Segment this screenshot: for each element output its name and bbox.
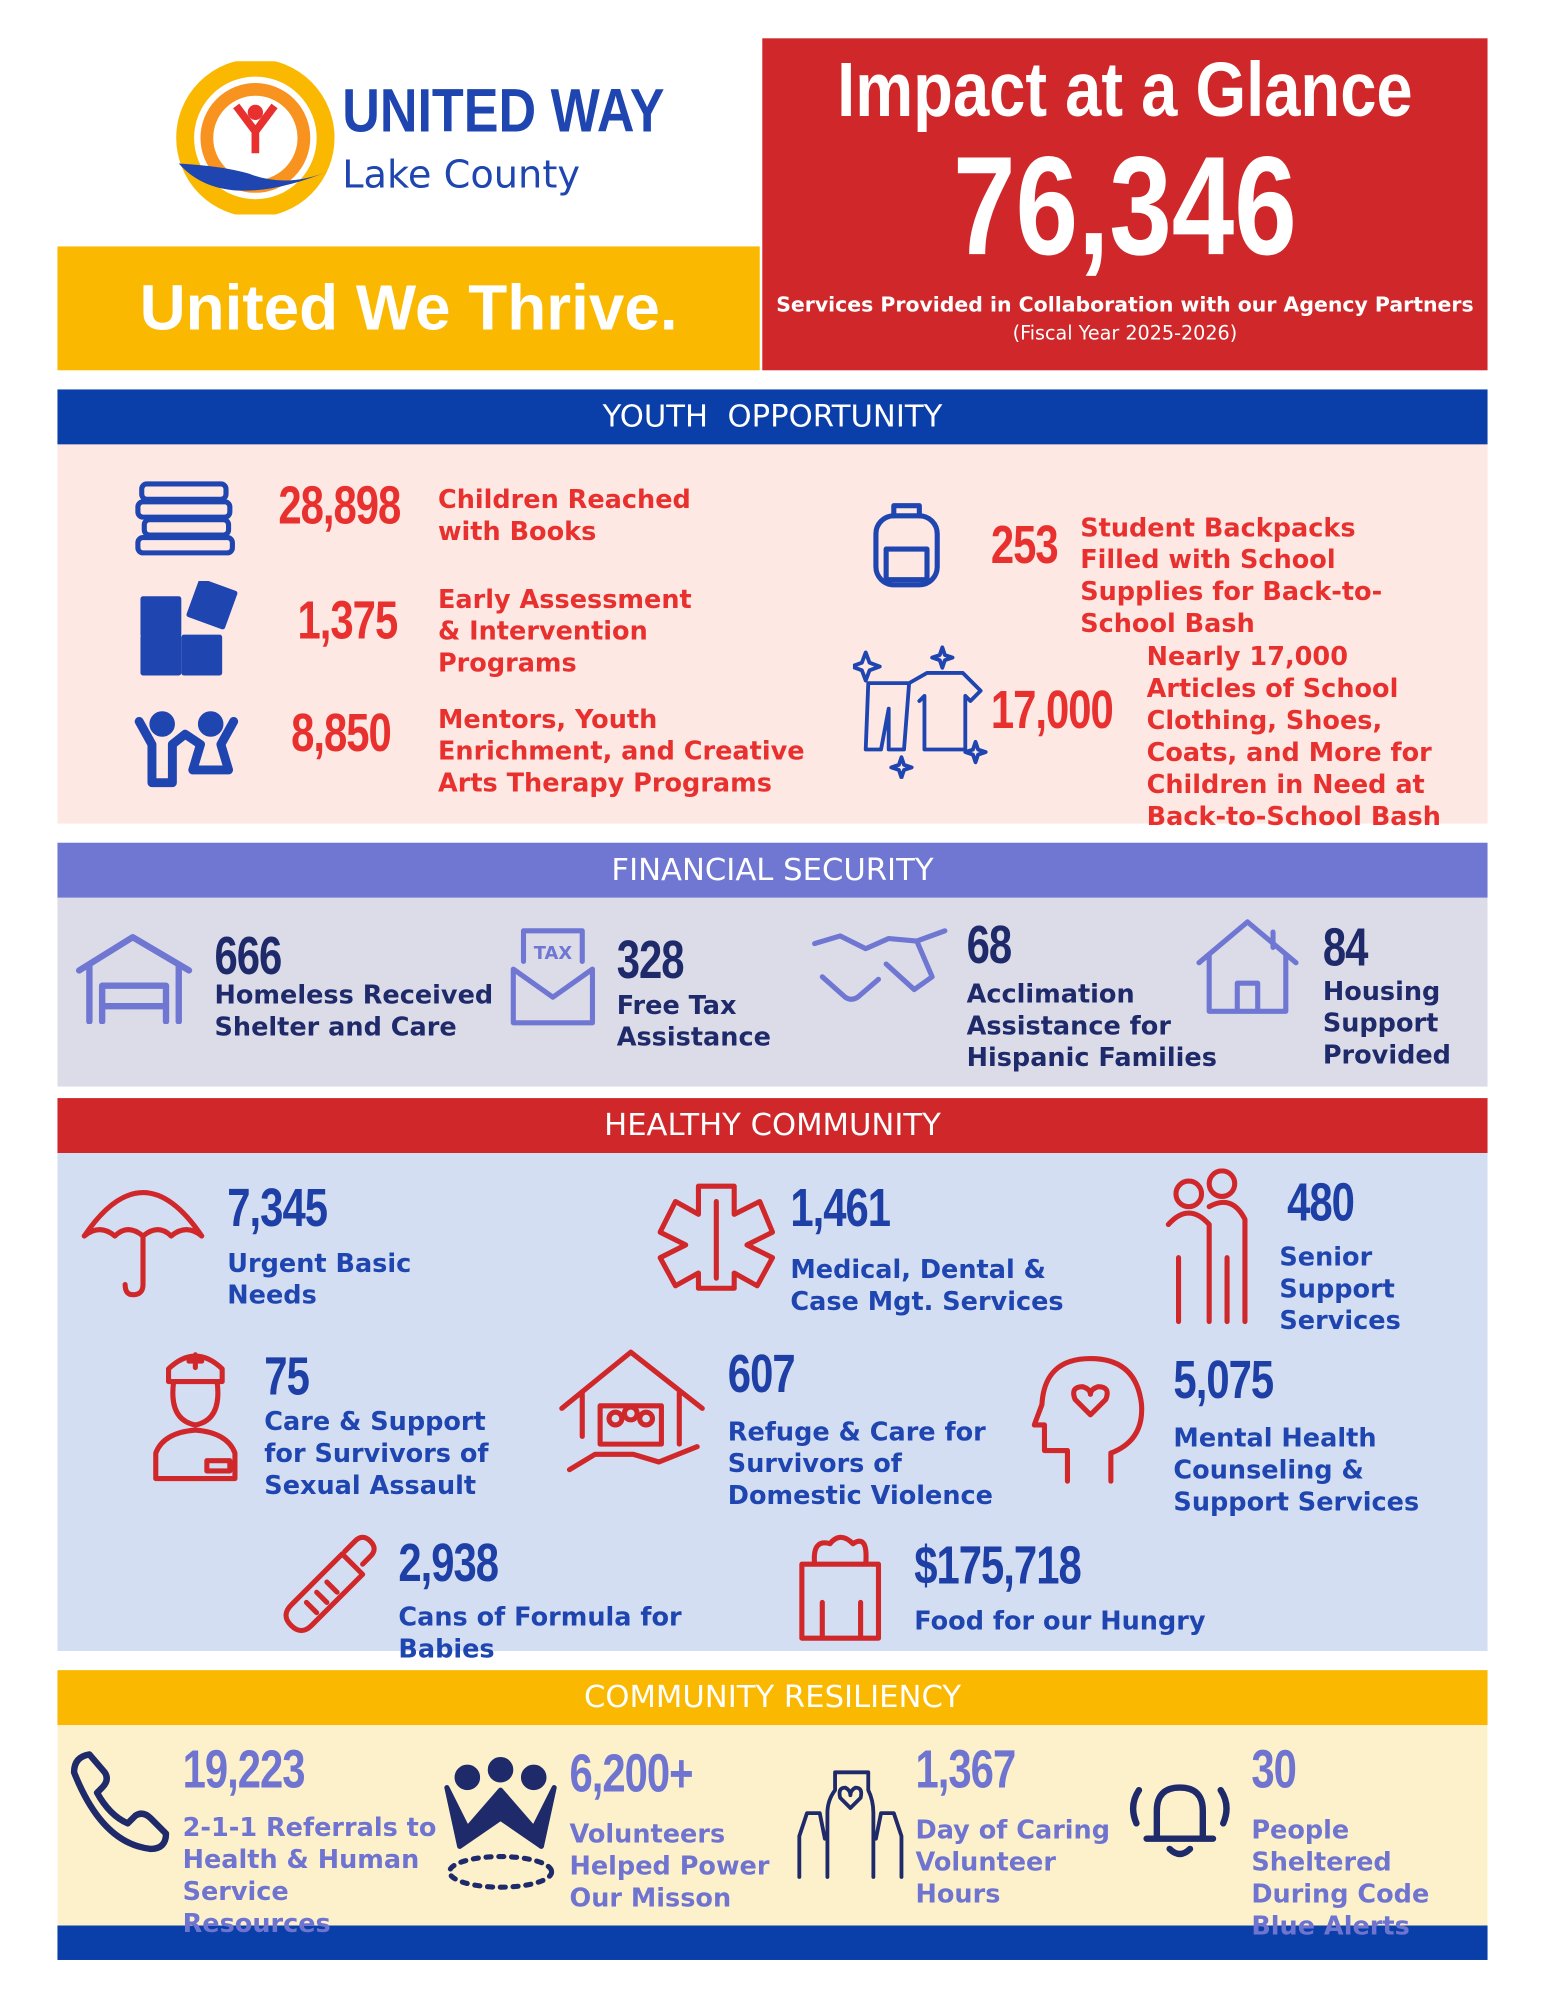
stat-label: Children Reached with Books [437, 483, 691, 547]
icon-handshake [812, 928, 948, 1002]
impact-box [762, 38, 1488, 371]
icon-clothes [852, 645, 988, 779]
stat-value: 480 [1287, 1172, 1355, 1233]
icon-volunteers [444, 1756, 557, 1890]
icon-refuge [559, 1349, 705, 1473]
impact-subtitle: Services Provided in Collaboration with … [776, 292, 1474, 317]
stat-value: 30 [1251, 1739, 1297, 1800]
stat-label: Food for our Hungry [914, 1605, 1206, 1636]
section-title: HEALTHY COMMUNITY [57, 1098, 1488, 1154]
section-title: YOUTH OPPORTUNITY [57, 389, 1488, 445]
icon-puzzle [140, 580, 238, 676]
stat-value: 7,345 [227, 1177, 328, 1238]
stat-value: 1,375 [297, 589, 399, 650]
icon-phone [70, 1751, 170, 1853]
icon-hands [797, 1770, 904, 1879]
stat-value: 607 [727, 1343, 796, 1404]
stat-value: 28,898 [278, 474, 401, 536]
org-location: Lake County [342, 153, 581, 198]
section-body [57, 443, 1488, 824]
icon-tax: TAX [510, 928, 596, 1026]
stat-label: People Sheltered During Code Blue Alerts [1251, 1814, 1430, 1941]
stat-value: 5,075 [1173, 1349, 1274, 1410]
stat-label: Acclimation Assistance for Hispanic Fami… [966, 978, 1217, 1073]
stat-value: 84 [1322, 916, 1369, 977]
icon-bottle [283, 1534, 377, 1634]
section-body [57, 1153, 1488, 1651]
stat-label: Day of Caring Volunteer Hours [915, 1814, 1111, 1909]
stat-value: 17,000 [990, 679, 1114, 740]
icon-grocery [799, 1534, 882, 1641]
footer-bar [57, 1925, 1488, 1960]
stat-value: 2,938 [398, 1532, 499, 1593]
icon-shelter [75, 934, 193, 1025]
stat-label: Medical, Dental & Case Mgt. Services [790, 1253, 1064, 1317]
stat-label: Cans of Formula for Babies [398, 1601, 682, 1664]
logo [176, 61, 335, 215]
impact-total: 76,346 [953, 127, 1297, 285]
stat-label: Urgent Basic Needs [227, 1247, 412, 1311]
stat-value: 328 [616, 929, 685, 990]
stat-value: 253 [990, 514, 1059, 575]
impact-title: Impact at a Glance [837, 47, 1413, 133]
icon-kids [134, 711, 239, 788]
icon-house [1196, 919, 1299, 1014]
svg-text:TAX: TAX [534, 943, 573, 964]
stat-label: Housing Support Provided [1322, 975, 1451, 1071]
stat-label: Free Tax Assistance [616, 989, 771, 1053]
tagline: United We Thrive. [139, 271, 678, 344]
icon-nurse [153, 1352, 238, 1482]
section-body [57, 897, 1488, 1087]
stat-label: Early Assessment & Intervention Programs [437, 583, 692, 679]
icon-medical [657, 1183, 776, 1291]
section-title: FINANCIAL SECURITY [57, 842, 1488, 898]
stat-label: Mentors, Youth Enrichment, and Creative … [437, 703, 805, 799]
stat-value: 68 [966, 914, 1013, 975]
section-title: COMMUNITY RESILIENCY [57, 1670, 1488, 1726]
stat-label: Senior Support Services [1279, 1241, 1401, 1336]
org-name: UNITED WAY [342, 77, 665, 146]
icon-seniors [1165, 1168, 1248, 1325]
impact-period: (Fiscal Year 2025-2026) [1012, 321, 1238, 345]
section-body [57, 1725, 1488, 1926]
icon-mind [1031, 1356, 1145, 1484]
icon-books [135, 481, 235, 556]
stat-value: 1,367 [915, 1739, 1017, 1800]
stat-label: Student Backpacks Filled with School Sup… [1080, 512, 1383, 639]
tagline-band [57, 246, 760, 371]
stat-value: 19,223 [182, 1739, 306, 1800]
stat-label: Refuge & Care for Survivors of Domestic … [727, 1416, 993, 1511]
icon-bell [1129, 1784, 1230, 1858]
stat-label: Nearly 17,000 Articles of School Clothin… [1146, 640, 1441, 832]
icon-backpack [873, 503, 940, 588]
stat-label: Care & Support for Survivors of Sexual A… [264, 1405, 489, 1501]
stat-label: Homeless Received Shelter and Care [214, 979, 494, 1042]
stat-value: 8,850 [291, 702, 392, 763]
stat-value: 6,200+ [569, 1742, 693, 1803]
stat-label: Volunteers Helped Power Our Misson [569, 1818, 770, 1913]
stat-value: 75 [264, 1345, 310, 1406]
stat-label: Mental Health Counseling & Support Servi… [1173, 1422, 1420, 1517]
stat-value: 1,461 [790, 1177, 891, 1238]
icon-umbrella [81, 1190, 205, 1298]
stat-value: 666 [214, 925, 283, 986]
stat-label: 2-1-1 Referrals to Health & Human Servic… [182, 1811, 437, 1939]
stat-value: $175,718 [914, 1534, 1082, 1595]
